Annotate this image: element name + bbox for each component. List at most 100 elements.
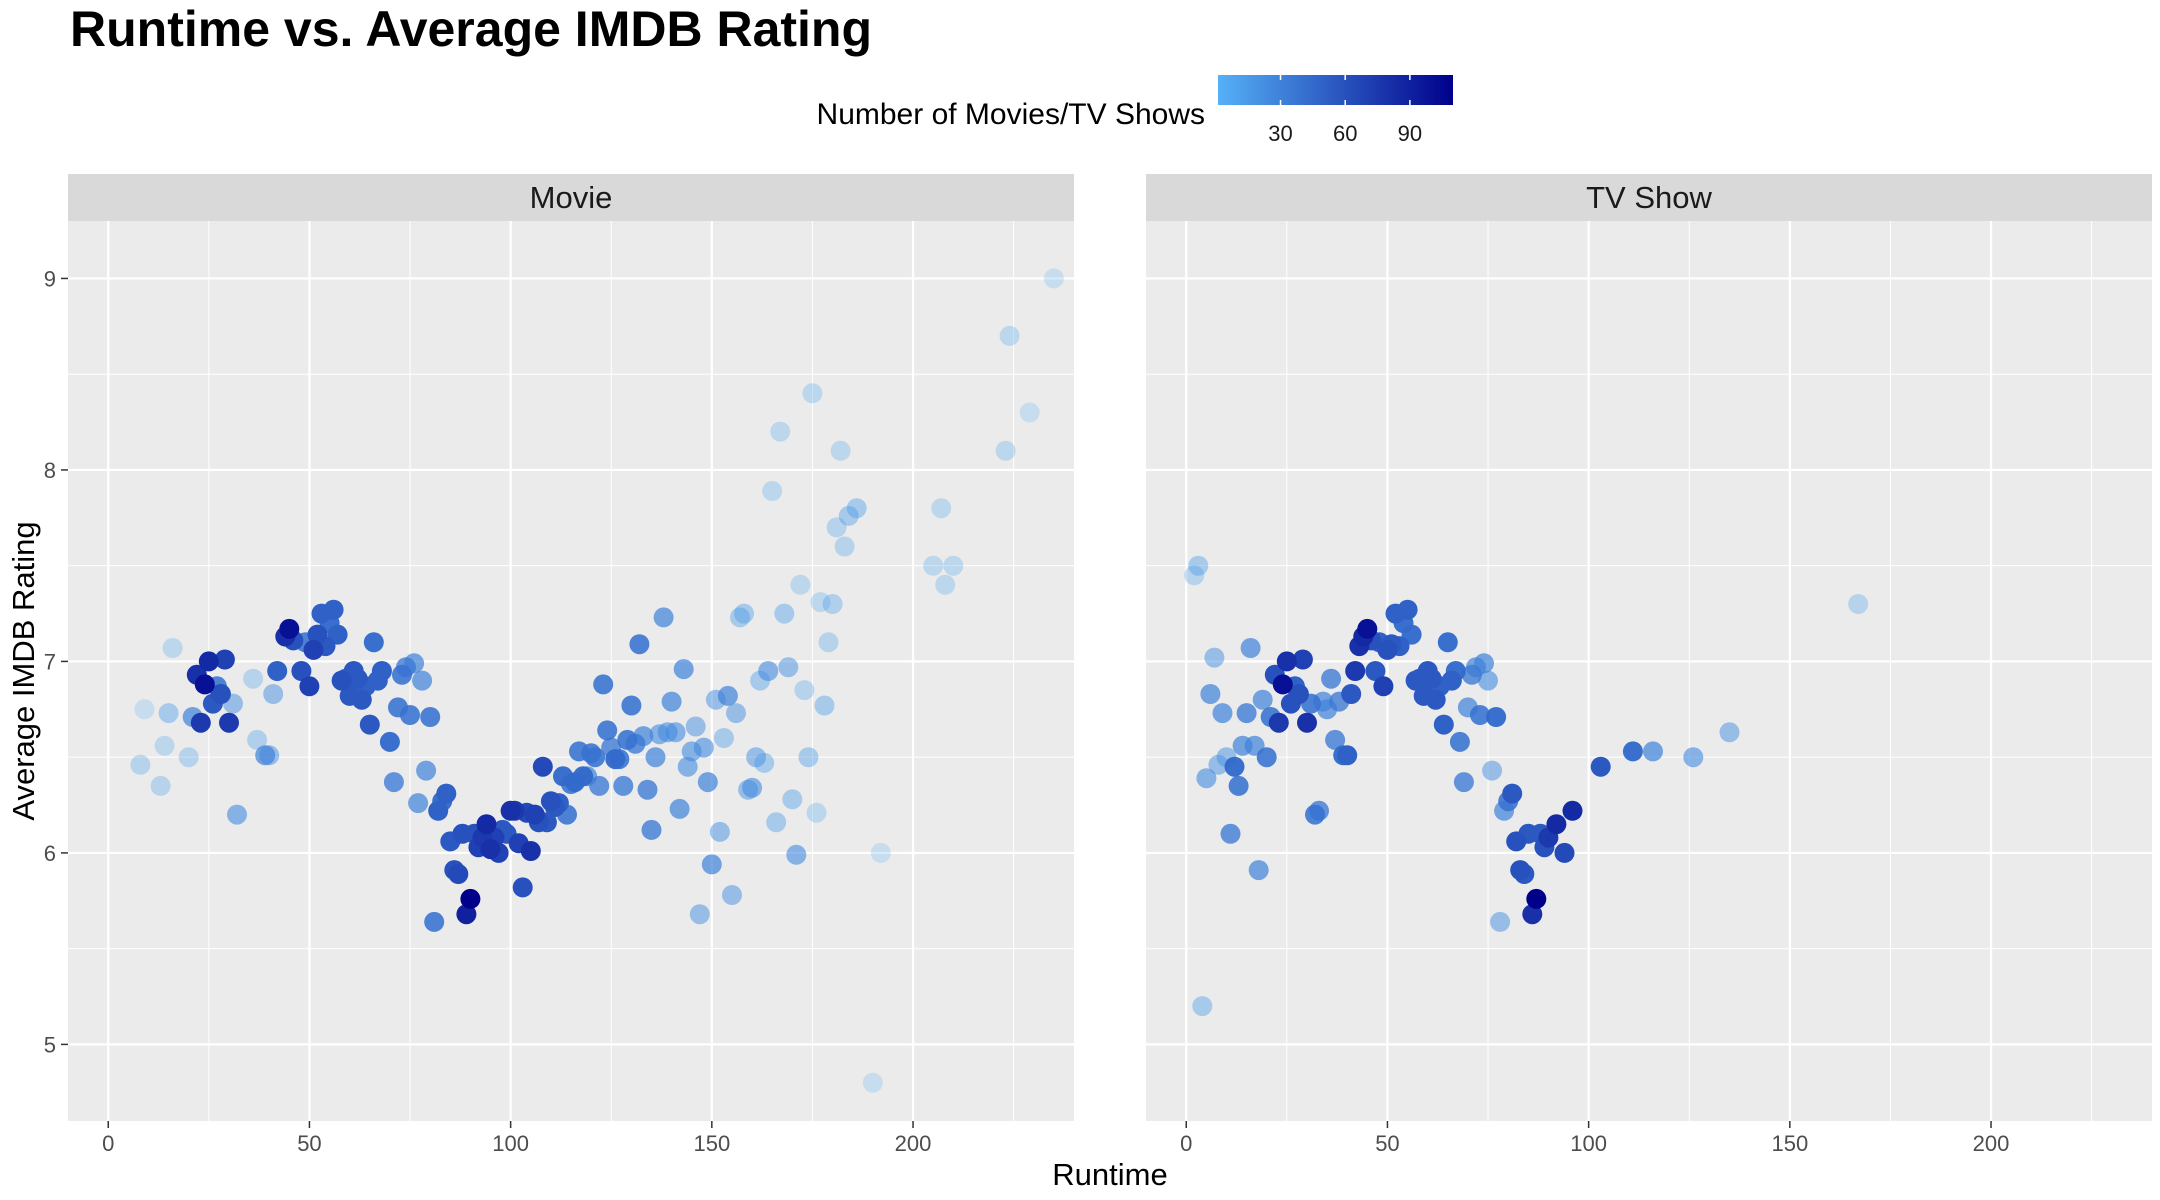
data-point bbox=[1321, 668, 1342, 689]
data-point bbox=[1848, 594, 1869, 614]
data-point bbox=[665, 722, 686, 743]
data-point bbox=[794, 680, 815, 701]
x-tick-label: 0 bbox=[102, 1131, 114, 1156]
legend-tick-label: 60 bbox=[1333, 121, 1357, 146]
data-point bbox=[685, 716, 706, 737]
legend-tick-label: 90 bbox=[1398, 121, 1422, 146]
data-point bbox=[778, 657, 799, 678]
data-point bbox=[243, 668, 264, 689]
data-point bbox=[585, 747, 606, 768]
data-point bbox=[790, 574, 811, 595]
color-legend: Number of Movies/TV Shows 30 60 90 bbox=[817, 75, 1453, 146]
data-point bbox=[846, 498, 867, 519]
data-point bbox=[1562, 800, 1583, 821]
data-point bbox=[383, 772, 404, 793]
data-point bbox=[613, 775, 634, 796]
data-point bbox=[786, 844, 807, 865]
data-point bbox=[1643, 741, 1663, 762]
y-axis-ticks: 5 6 7 8 9 bbox=[44, 266, 68, 1057]
data-point bbox=[480, 839, 501, 860]
data-point bbox=[1248, 860, 1269, 881]
data-point bbox=[943, 555, 964, 576]
data-point bbox=[1357, 618, 1378, 639]
data-point bbox=[524, 804, 545, 825]
data-point bbox=[158, 703, 179, 724]
data-point bbox=[520, 841, 541, 861]
data-point bbox=[1470, 705, 1490, 725]
data-point bbox=[255, 745, 276, 766]
data-point bbox=[999, 325, 1020, 346]
data-point bbox=[1482, 760, 1503, 781]
data-point bbox=[1305, 804, 1325, 825]
data-point bbox=[573, 766, 594, 787]
data-point bbox=[758, 661, 779, 681]
data-point bbox=[1441, 670, 1462, 691]
data-point bbox=[299, 676, 320, 697]
data-point bbox=[1377, 639, 1398, 660]
data-point bbox=[400, 705, 420, 725]
data-point bbox=[420, 707, 441, 727]
data-point bbox=[717, 685, 738, 706]
y-axis-label: Average IMDB Rating bbox=[6, 521, 41, 820]
data-point bbox=[210, 684, 231, 704]
data-point bbox=[1683, 747, 1704, 768]
data-point bbox=[1373, 676, 1394, 697]
data-point bbox=[1421, 668, 1442, 689]
data-point bbox=[693, 737, 714, 758]
data-point bbox=[1212, 703, 1233, 724]
data-point bbox=[1425, 689, 1446, 710]
data-point bbox=[834, 536, 855, 557]
x-tick-label: 0 bbox=[1180, 1131, 1192, 1156]
data-point bbox=[713, 728, 734, 748]
x-tick-label: 200 bbox=[895, 1131, 932, 1156]
data-point bbox=[359, 714, 380, 735]
data-point bbox=[412, 670, 433, 691]
data-point bbox=[1256, 747, 1277, 768]
data-point bbox=[1224, 756, 1245, 777]
x-tick-label: 50 bbox=[1375, 1131, 1399, 1156]
data-point bbox=[178, 747, 199, 768]
data-point bbox=[1502, 783, 1523, 804]
data-point bbox=[1453, 772, 1474, 793]
x-axis-ticks: 0 50 100 150 200 0 50 100 150 200 bbox=[102, 1121, 2009, 1156]
data-point bbox=[1506, 831, 1527, 852]
legend-colorbar bbox=[1218, 75, 1453, 105]
data-point bbox=[1188, 555, 1209, 576]
panel-bg-movie bbox=[68, 221, 1074, 1121]
legend-ticks: 30 60 90 bbox=[1268, 75, 1422, 146]
data-point bbox=[1433, 714, 1454, 735]
y-tick-label: 7 bbox=[44, 649, 56, 674]
panel-bg-tv-show bbox=[1146, 221, 2152, 1121]
data-point bbox=[1510, 860, 1531, 881]
data-point bbox=[1546, 814, 1567, 835]
data-point bbox=[476, 814, 497, 835]
data-point bbox=[822, 594, 843, 614]
data-point bbox=[500, 800, 521, 821]
data-point bbox=[818, 632, 839, 653]
data-point bbox=[770, 421, 791, 442]
data-point bbox=[1297, 712, 1317, 733]
data-point bbox=[593, 674, 614, 695]
data-point bbox=[263, 684, 284, 704]
data-point bbox=[1437, 632, 1458, 653]
data-point bbox=[1184, 565, 1205, 586]
data-point bbox=[1554, 842, 1575, 863]
data-point bbox=[645, 747, 666, 768]
data-point bbox=[1288, 684, 1309, 704]
data-point bbox=[456, 904, 477, 925]
data-point bbox=[379, 731, 400, 752]
data-point bbox=[730, 607, 750, 628]
data-point bbox=[1220, 823, 1241, 844]
data-point bbox=[1272, 674, 1293, 695]
legend-tick-label: 30 bbox=[1268, 121, 1292, 146]
data-point bbox=[1196, 768, 1217, 789]
x-tick-label: 100 bbox=[1570, 1131, 1607, 1156]
data-point bbox=[1019, 402, 1040, 423]
strip-tv-show bbox=[1146, 174, 2152, 221]
data-point bbox=[653, 607, 674, 628]
data-point bbox=[363, 632, 384, 653]
data-point bbox=[605, 749, 626, 770]
data-point bbox=[935, 574, 956, 595]
data-point bbox=[806, 802, 827, 823]
data-point bbox=[677, 756, 698, 777]
